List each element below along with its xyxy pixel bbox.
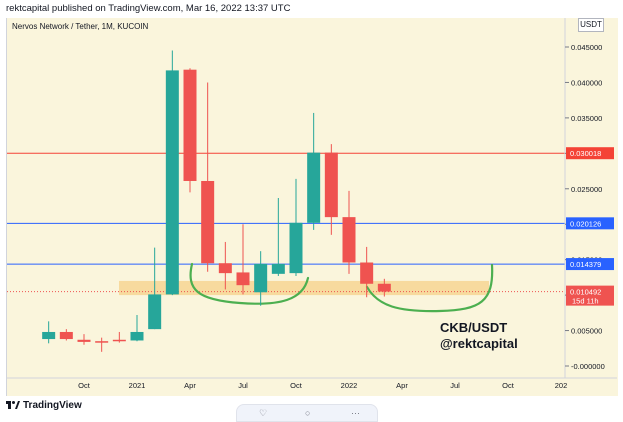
candle-body-16 (324, 152, 338, 218)
candle-body-13 (271, 263, 285, 274)
candle-body-5 (130, 331, 144, 341)
last-price-label: 0.010492 (570, 288, 601, 297)
share-icon[interactable]: ⋯ (351, 408, 360, 418)
candle-body-8 (183, 69, 197, 181)
x-tick-label-6: Apr (396, 381, 408, 390)
x-tick-label-3: Jul (238, 381, 248, 390)
like-icon[interactable]: ♡ (259, 408, 268, 418)
candle-body-19 (377, 283, 391, 292)
y-tick-label-4: 0.025000 (571, 185, 602, 194)
x-tick-label-9: 202 (555, 381, 568, 390)
bottom-toolbar: ♡ ○ ⋯ (236, 404, 378, 422)
y-tick-label-0: 0.045000 (571, 43, 602, 52)
candle-body-10 (218, 263, 232, 274)
level-label-1: 0.020126 (570, 219, 601, 228)
y-tick-label-2: 0.035000 (571, 114, 602, 123)
currency-label[interactable]: USDT (578, 18, 604, 32)
x-tick-label-8: Oct (502, 381, 515, 390)
level-label-bg-0 (566, 147, 614, 160)
candle-body-6 (148, 294, 162, 330)
level-label-0: 0.030018 (570, 149, 601, 158)
candle-body-11 (236, 272, 250, 286)
x-tick-label-7: Jul (450, 381, 460, 390)
y-tick-label-1: 0.040000 (571, 78, 602, 87)
candle-body-18 (360, 262, 374, 284)
candle-body-7 (165, 70, 179, 295)
candle-body-0 (42, 331, 56, 340)
watermark: CKB/USDT @rektcapital (440, 320, 518, 352)
candle-body-14 (289, 222, 303, 274)
x-tick-label-4: Oct (290, 381, 303, 390)
tradingview-brand: TradingView (23, 400, 82, 411)
level-label-2: 0.014379 (570, 260, 601, 269)
candle-body-4 (112, 339, 126, 342)
base-arc-1 (189, 262, 310, 305)
x-tick-label-0: Oct (78, 381, 91, 390)
comment-icon[interactable]: ○ (305, 408, 311, 418)
price-scale-bg (565, 18, 617, 396)
y-tick-label-8: 0.005000 (571, 327, 602, 336)
candle-body-2 (77, 339, 91, 342)
base-arc-2 (365, 263, 494, 313)
candle-body-15 (307, 152, 321, 223)
candle-body-9 (201, 180, 215, 264)
x-tick-label-1: 2021 (129, 381, 146, 390)
candle-body-12 (254, 263, 268, 293)
publish-header: rektcapital published on TradingView.com… (0, 0, 623, 18)
y-tick-label-9: -0.000000 (571, 362, 605, 371)
countdown-label: 15d 11h (572, 297, 599, 306)
candle-body-17 (342, 217, 356, 263)
tradingview-logo[interactable]: TradingView (6, 400, 82, 411)
level-label-bg-2 (566, 258, 614, 271)
x-tick-label-5: 2022 (341, 381, 358, 390)
x-tick-label-2: Apr (184, 381, 196, 390)
publish-text: rektcapital published on TradingView.com… (6, 3, 291, 14)
symbol-info: Nervos Network / Tether, 1M, KUCOIN (12, 22, 149, 31)
last-price-label-bg (566, 285, 614, 306)
level-label-bg-1 (566, 217, 614, 230)
watermark-author: @rektcapital (440, 336, 518, 351)
candle-body-3 (95, 341, 109, 343)
watermark-pair: CKB/USDT (440, 320, 508, 335)
candle-body-1 (59, 331, 73, 340)
tradingview-logo-icon (6, 401, 20, 410)
